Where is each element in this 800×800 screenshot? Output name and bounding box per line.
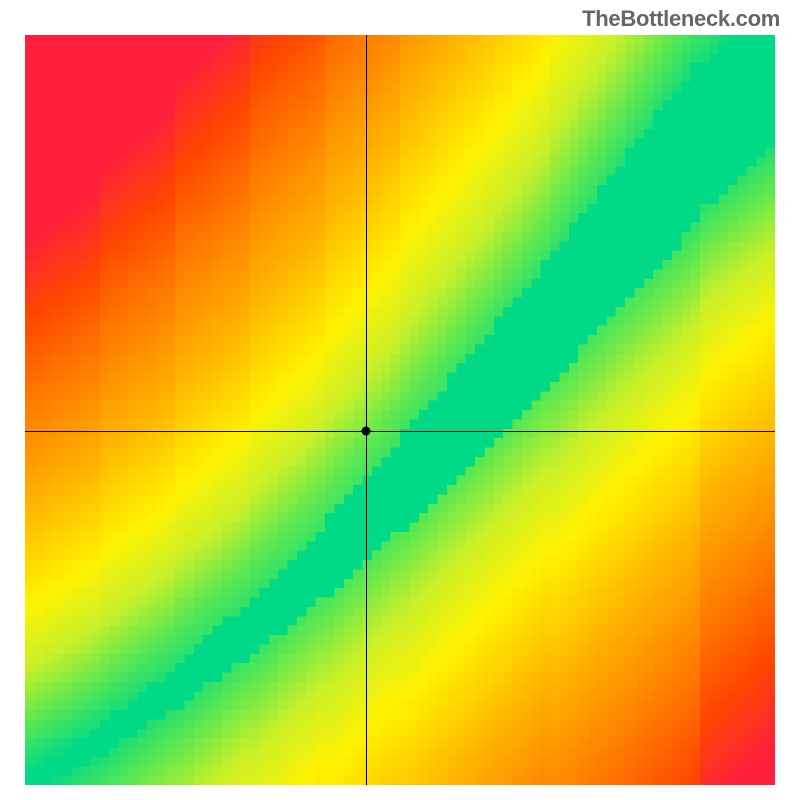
watermark-text: TheBottleneck.com <box>582 6 780 32</box>
heatmap-canvas <box>25 35 775 785</box>
bottleneck-heatmap <box>25 35 775 785</box>
